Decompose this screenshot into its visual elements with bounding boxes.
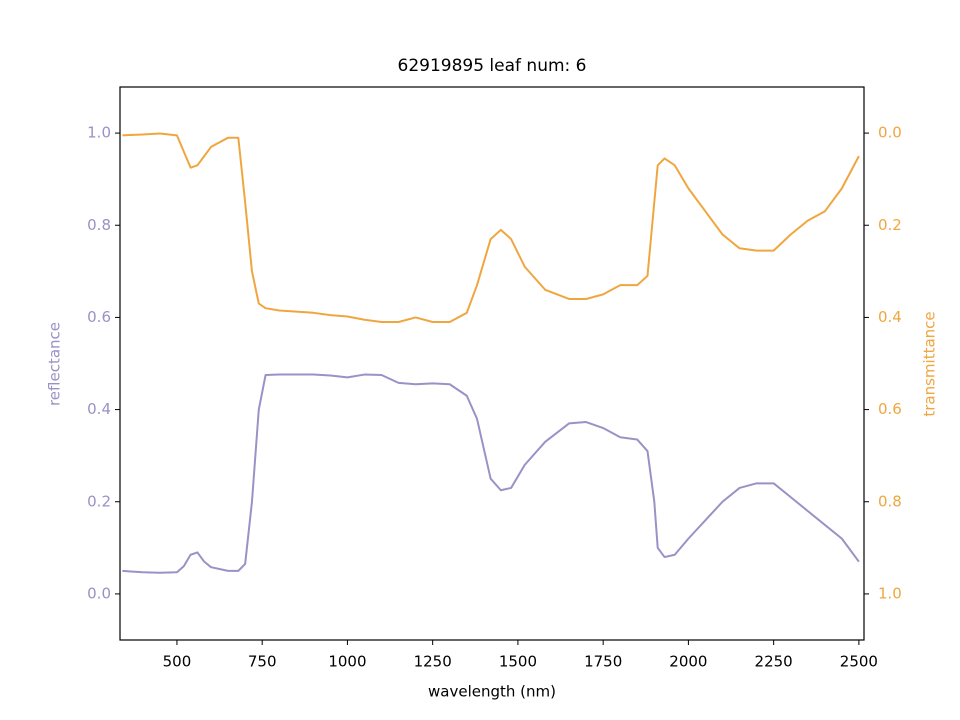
series-line — [122, 373, 860, 574]
y-axis-label: reflectance — [46, 322, 64, 406]
chart-title: 62919895 leaf num: 6 — [398, 56, 587, 76]
x-axis-label: wavelength (nm) — [428, 683, 556, 701]
y2-tick-label: 0.6 — [878, 400, 902, 418]
y2-tick-label: 0.2 — [878, 216, 902, 234]
x-tick-label: 1250 — [414, 653, 452, 671]
x-tick-label: 1500 — [499, 653, 537, 671]
y2-tick-label: 1.0 — [878, 584, 902, 602]
x-tick-label: 2500 — [840, 653, 878, 671]
x-tick-label: 2000 — [669, 653, 707, 671]
y-tick-label: 0.4 — [87, 400, 111, 418]
x-tick-label: 1000 — [328, 653, 366, 671]
x-tick-label: 2250 — [755, 653, 793, 671]
series-line — [122, 132, 860, 324]
x-tick-label: 750 — [248, 653, 277, 671]
y-tick-label: 0.6 — [87, 308, 111, 326]
y2-axis-label: transmittance — [921, 311, 939, 416]
y-tick-label: 0.2 — [87, 492, 111, 510]
y-tick-label: 0.8 — [87, 216, 111, 234]
y-tick-label: 1.0 — [87, 124, 111, 142]
y2-tick-label: 0.0 — [878, 124, 902, 142]
x-tick-label: 1750 — [584, 653, 622, 671]
y-tick-label: 0.0 — [87, 584, 111, 602]
y2-tick-label: 0.4 — [878, 308, 902, 326]
plot-frame — [119, 86, 865, 641]
x-tick-label: 500 — [163, 653, 192, 671]
y2-tick-label: 0.8 — [878, 492, 902, 510]
